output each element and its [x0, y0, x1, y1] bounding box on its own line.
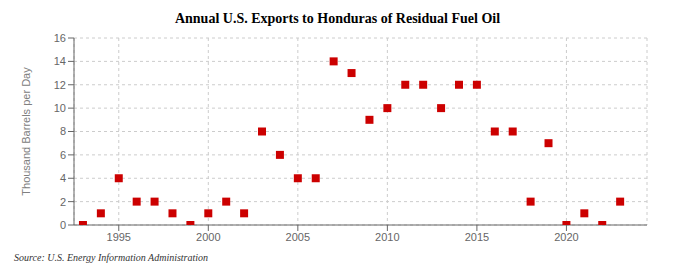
svg-text:2005: 2005 — [286, 231, 310, 243]
svg-text:6: 6 — [60, 149, 66, 161]
svg-text:2015: 2015 — [465, 231, 489, 243]
svg-text:2010: 2010 — [375, 231, 399, 243]
svg-text:2000: 2000 — [196, 231, 220, 243]
svg-text:2020: 2020 — [554, 231, 578, 243]
svg-text:Thousand Barrels per Day: Thousand Barrels per Day — [20, 67, 32, 196]
svg-text:12: 12 — [54, 79, 66, 91]
svg-text:8: 8 — [60, 125, 66, 137]
html-text:Annual U.S. Exports to Hondura: Annual U.S. Exports to Honduras of Resid… — [174, 11, 501, 26]
svg-text:0: 0 — [60, 219, 66, 231]
svg-text:4: 4 — [60, 172, 66, 184]
svg-text:14: 14 — [54, 55, 66, 67]
svg-text:2: 2 — [60, 196, 66, 208]
svg-text:10: 10 — [54, 102, 66, 114]
svg-text:16: 16 — [54, 32, 66, 44]
html-text:Source: U.S. Energy Informatio: Source: U.S. Energy Information Administ… — [14, 252, 209, 263]
svg-text:1995: 1995 — [107, 231, 131, 243]
